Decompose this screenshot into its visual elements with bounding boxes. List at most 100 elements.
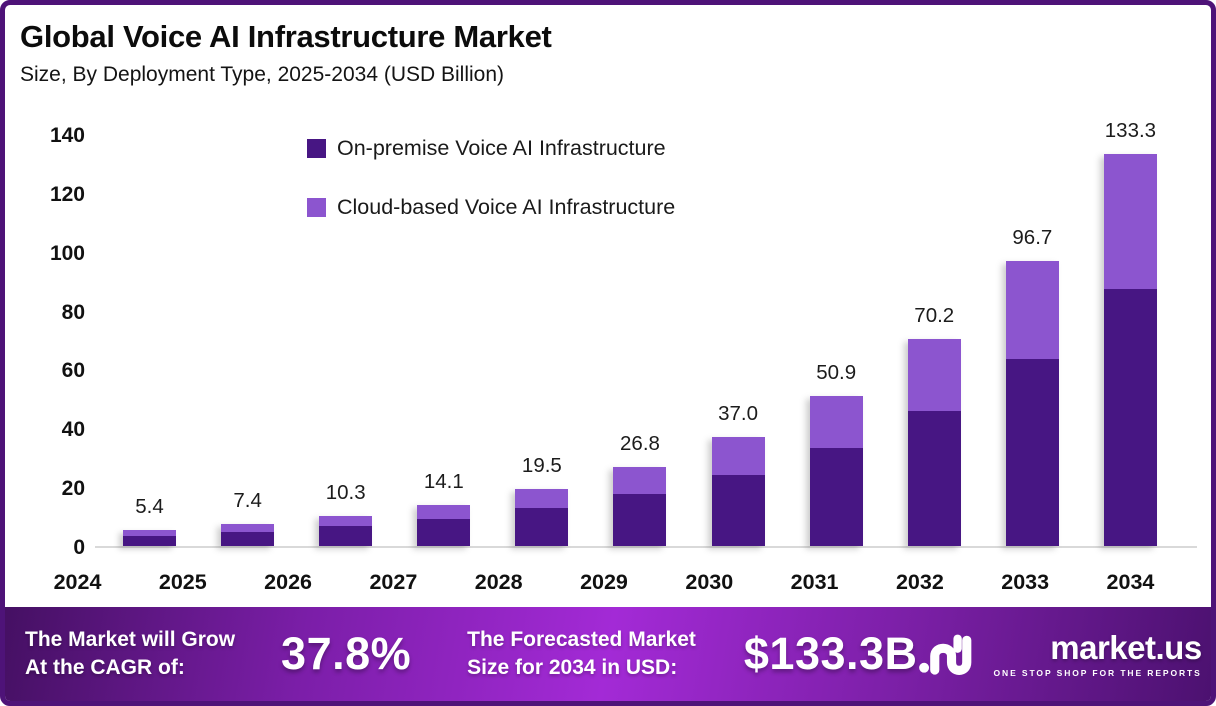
bar-segment-onpremise-2033 (1005, 359, 1059, 546)
bar-value-label-2027: 14.1 (423, 469, 464, 493)
cagr-label-line2: At the CAGR of: (25, 656, 185, 679)
bar-segment-cloud-2026 (319, 515, 373, 527)
bar-stack-2030 (711, 437, 765, 546)
bar-stack-2031 (809, 396, 863, 546)
bar-group-2029: 26.8 (613, 432, 667, 546)
bar-segment-onpremise-2031 (809, 447, 863, 546)
page-title: Global Voice AI Infrastructure Market (20, 19, 552, 54)
bar-value-label-2030: 37.0 (718, 402, 759, 426)
x-axis: 2024 2025 2026 2027 2028 2029 2030 2031 2032 2033… (51, 570, 1157, 595)
forecast-label: The Forecasted Market Size for 2034 in U… (467, 626, 696, 681)
footer-banner: The Market will Grow At the CAGR of: 37.… (5, 607, 1211, 701)
stacked-bar-chart: 0 20 40 60 80 100 120 140 On-premise Voice AI I… (23, 119, 1197, 606)
x-tick-2024: 2024 (53, 570, 102, 594)
bar-value-label-2029: 26.8 (620, 432, 660, 456)
bar-group-2025: 7.4 (221, 489, 275, 546)
legend-swatch-onpremise (307, 139, 326, 158)
bar-segment-cloud-2029 (613, 467, 667, 495)
legend-item-onpremise: On-premise Voice AI Infrastructure (307, 136, 675, 161)
legend-item-cloud: Cloud-based Voice AI Infrastructure (307, 195, 675, 220)
bar-segment-cloud-2027 (417, 504, 471, 519)
bar-stack-2024 (123, 530, 176, 546)
legend-label-onpremise: On-premise Voice AI Infrastructure (337, 136, 666, 160)
x-tick-2034: 2034 (1106, 570, 1155, 594)
legend-swatch-cloud (307, 198, 326, 217)
bar-stack-2032 (907, 339, 961, 546)
chart-header: Global Voice AI Infrastructure Market Si… (5, 5, 1211, 87)
bar-value-label-2032: 70.2 (914, 304, 955, 328)
cagr-value: 37.8% (281, 628, 412, 679)
x-tick-2029: 2029 (580, 570, 628, 594)
logo-name: market.us (1050, 628, 1202, 666)
y-axis: 0 20 40 60 80 100 120 140 (23, 124, 85, 559)
bar-value-label-2031: 50.9 (816, 361, 857, 385)
bar-stack-2026 (319, 515, 373, 546)
bar-segment-cloud-2034 (1103, 153, 1157, 289)
bar-value-label-2028: 19.5 (521, 453, 562, 477)
y-tick-80: 80 (61, 300, 85, 324)
bar-stack-2029 (613, 467, 667, 546)
bar-value-label-2026: 10.3 (325, 480, 366, 504)
bar-group-2034: 133.3 (1103, 119, 1157, 546)
bar-segment-cloud-2033 (1005, 261, 1059, 360)
x-tick-2033: 2033 (1001, 570, 1050, 594)
bar-group-2033: 96.7 (1005, 226, 1059, 546)
bar-group-2031: 50.9 (809, 361, 863, 546)
y-tick-0: 0 (73, 536, 85, 559)
cagr-label-line1: The Market will Grow (25, 628, 236, 652)
bar-segment-cloud-2024 (123, 530, 176, 536)
x-tick-2028: 2028 (474, 570, 523, 594)
bar-segment-onpremise-2026 (319, 526, 373, 546)
bar-group-2030: 37.0 (711, 402, 765, 546)
bar-stack-2033 (1005, 261, 1059, 546)
logo-tagline: ONE STOP SHOP FOR THE REPORTS (993, 667, 1202, 678)
bar-stack-2027 (417, 504, 471, 546)
y-tick-20: 20 (61, 477, 85, 501)
forecast-value: $133.3B (743, 628, 918, 679)
y-tick-40: 40 (61, 418, 85, 442)
bar-segment-cloud-2025 (221, 524, 275, 532)
x-tick-2031: 2031 (790, 570, 839, 594)
x-tick-2026: 2026 (264, 570, 313, 594)
plot-area: On-premise Voice AI Infrastructure Cloud… (95, 119, 1197, 548)
forecast-label-line2: Size for 2034 in USD: (467, 656, 678, 679)
bar-segment-onpremise-2024 (123, 535, 176, 546)
y-tick-120: 120 (49, 182, 85, 206)
bar-segment-cloud-2031 (809, 396, 863, 448)
bar-segment-cloud-2032 (907, 339, 961, 411)
y-tick-60: 60 (61, 359, 85, 383)
bar-segment-onpremise-2030 (711, 474, 765, 546)
bar-group-2027: 14.1 (417, 469, 471, 546)
bar-stack-2028 (515, 488, 569, 546)
bar-group-2032: 70.2 (907, 304, 961, 546)
x-tick-2025: 2025 (158, 570, 207, 594)
bars-container: 5.4 7.4 10.3 14.1 19.5 26.8 37.0 50.9 70.2 96.7 13… (123, 119, 1157, 546)
bar-segment-onpremise-2025 (221, 531, 275, 546)
page-subtitle: Size, By Deployment Type, 2025-2034 (USD… (20, 63, 505, 86)
legend-label-cloud: Cloud-based Voice AI Infrastructure (337, 195, 676, 219)
bar-group-2028: 19.5 (515, 453, 569, 546)
bar-segment-onpremise-2034 (1103, 288, 1157, 546)
bar-stack-2034 (1103, 153, 1157, 546)
bar-value-label-2033: 96.7 (1012, 226, 1053, 250)
x-tick-2032: 2032 (895, 570, 944, 594)
bar-segment-onpremise-2027 (417, 518, 471, 546)
bar-group-2026: 10.3 (319, 480, 373, 546)
logo-text-block: market.us ONE STOP SHOP FOR THE REPORTS (993, 628, 1203, 678)
bar-group-2024: 5.4 (123, 495, 176, 546)
forecast-label-line1: The Forecasted Market (467, 628, 696, 652)
cagr-label: The Market will Grow At the CAGR of: (25, 626, 235, 681)
bar-segment-onpremise-2032 (907, 410, 961, 546)
y-tick-140: 140 (49, 124, 85, 147)
x-tick-2027: 2027 (369, 570, 418, 594)
bar-value-label-2025: 7.4 (233, 489, 262, 513)
marketus-wave-icon (918, 634, 971, 675)
bar-stack-2025 (221, 524, 275, 546)
legend: On-premise Voice AI Infrastructure Cloud… (307, 136, 675, 254)
bar-segment-onpremise-2028 (515, 508, 569, 546)
x-tick-2030: 2030 (685, 570, 734, 594)
marketus-logo: market.us ONE STOP SHOP FOR THE REPORTS (918, 630, 1202, 678)
bar-segment-cloud-2030 (711, 437, 765, 475)
y-tick-100: 100 (49, 241, 85, 265)
